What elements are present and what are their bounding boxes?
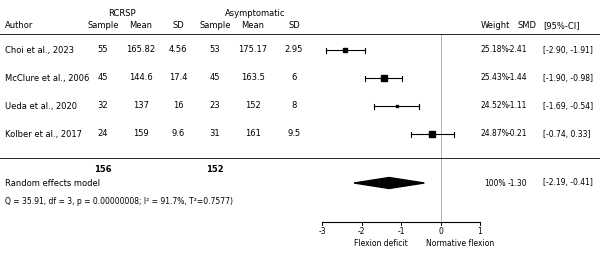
Text: Random effects model: Random effects model [5, 178, 100, 187]
Text: 32: 32 [98, 101, 109, 110]
Text: Sample: Sample [199, 21, 231, 30]
Text: 161: 161 [245, 129, 261, 138]
Text: 25.18%: 25.18% [481, 45, 509, 54]
Text: 23: 23 [209, 101, 220, 110]
Text: 152: 152 [245, 101, 261, 110]
Text: Flexion deficit: Flexion deficit [355, 240, 408, 249]
Text: 24: 24 [98, 129, 108, 138]
Text: [-1.90, -0.98]: [-1.90, -0.98] [543, 73, 593, 82]
Text: 0: 0 [438, 227, 443, 236]
Text: 53: 53 [209, 45, 220, 54]
Text: 144.6: 144.6 [129, 73, 153, 82]
Text: 156: 156 [94, 165, 112, 175]
Text: 152: 152 [206, 165, 224, 175]
Text: SMD: SMD [517, 21, 536, 30]
Text: -2.41: -2.41 [508, 45, 527, 54]
Text: McClure et al., 2006: McClure et al., 2006 [5, 73, 89, 82]
Text: Asymptomatic: Asymptomatic [225, 10, 285, 18]
Text: 100%: 100% [484, 178, 506, 187]
Text: -1.30: -1.30 [508, 178, 527, 187]
Text: [-0.74, 0.33]: [-0.74, 0.33] [543, 129, 590, 138]
Text: 9.5: 9.5 [287, 129, 301, 138]
Text: SD: SD [288, 21, 300, 30]
Text: Sample: Sample [87, 21, 119, 30]
Text: 137: 137 [133, 101, 149, 110]
Text: Ueda et al., 2020: Ueda et al., 2020 [5, 101, 77, 110]
Text: [-2.19, -0.41]: [-2.19, -0.41] [543, 178, 593, 187]
Text: 9.6: 9.6 [172, 129, 185, 138]
Text: Choi et al., 2023: Choi et al., 2023 [5, 45, 74, 54]
Text: Mean: Mean [241, 21, 265, 30]
Text: 1: 1 [478, 227, 482, 236]
Text: 6: 6 [292, 73, 296, 82]
Text: 24.87%: 24.87% [481, 129, 509, 138]
Text: 55: 55 [98, 45, 108, 54]
Text: -1.11: -1.11 [508, 101, 527, 110]
Text: 2.95: 2.95 [285, 45, 303, 54]
Text: 24.52%: 24.52% [481, 101, 509, 110]
Text: [95%-CI]: [95%-CI] [543, 21, 580, 30]
Text: [-2.90, -1.91]: [-2.90, -1.91] [543, 45, 593, 54]
Text: 8: 8 [292, 101, 296, 110]
Text: Mean: Mean [130, 21, 152, 30]
Text: 17.4: 17.4 [169, 73, 187, 82]
Text: Q = 35.91, df = 3, p = 0.00000008; I² = 91.7%, T²=0.7577): Q = 35.91, df = 3, p = 0.00000008; I² = … [5, 197, 233, 206]
Text: 45: 45 [98, 73, 108, 82]
Text: Weight: Weight [481, 21, 509, 30]
Text: -0.21: -0.21 [508, 129, 527, 138]
Text: RCRSP: RCRSP [108, 10, 136, 18]
Text: SD: SD [172, 21, 184, 30]
Polygon shape [354, 178, 424, 188]
Text: -3: -3 [318, 227, 326, 236]
Text: -2: -2 [358, 227, 365, 236]
Text: 25.43%: 25.43% [481, 73, 509, 82]
Text: Normative flexion: Normative flexion [426, 240, 494, 249]
Text: -1.44: -1.44 [508, 73, 527, 82]
Text: 159: 159 [133, 129, 149, 138]
Text: [-1.69, -0.54]: [-1.69, -0.54] [543, 101, 593, 110]
Text: 165.82: 165.82 [127, 45, 155, 54]
Text: 175.17: 175.17 [238, 45, 268, 54]
Text: 31: 31 [209, 129, 220, 138]
Text: 163.5: 163.5 [241, 73, 265, 82]
Text: 4.56: 4.56 [169, 45, 187, 54]
Text: 16: 16 [173, 101, 184, 110]
Text: Author: Author [5, 21, 34, 30]
Text: Kolber et al., 2017: Kolber et al., 2017 [5, 129, 82, 138]
Text: -1: -1 [397, 227, 405, 236]
Text: 45: 45 [210, 73, 220, 82]
